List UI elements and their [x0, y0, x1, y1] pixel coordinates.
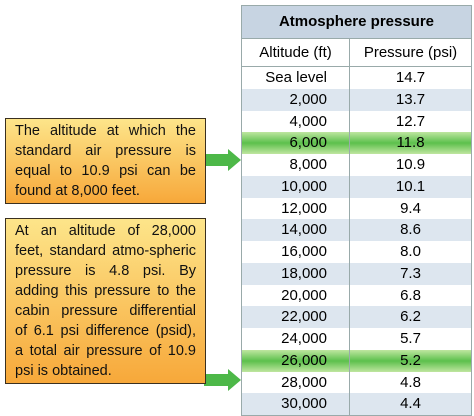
table-cell: 11.8 [396, 134, 425, 152]
table-cell: 8,000 [242, 154, 350, 176]
table-cell: 9.4 [400, 199, 421, 217]
table-cell: 4.8 [400, 373, 421, 391]
table-row: 8,000 10.9 [242, 154, 471, 176]
table-row: 14,000 8.6 [242, 219, 471, 241]
table-row: 30,000 4.4 [242, 393, 471, 415]
table-cell: 12.7 [395, 112, 426, 130]
table-cell: 26,000 [242, 349, 350, 372]
table-cell: 10.1 [395, 177, 426, 195]
table-row: 6,000 11.8 [242, 132, 471, 154]
table-cell: 2,000 [242, 88, 350, 111]
table-cell: 28,000 [242, 371, 350, 394]
table-cell: 24,000 [242, 328, 350, 350]
table-row: 12,000 9.4 [242, 197, 471, 220]
note: The altitude at which the standard air p… [5, 118, 206, 204]
table-cell: 30,000 [242, 393, 350, 415]
table: Atmosphere pressure Altitude (ft) Pressu… [241, 5, 472, 416]
table-row: 10,000 10.1 [242, 175, 471, 198]
arrow [204, 369, 241, 391]
table-cell: 10,000 [242, 175, 350, 198]
table-cell: 18,000 [242, 262, 350, 285]
table-cell: 10.9 [395, 156, 426, 173]
table-cell: 13.7 [395, 90, 426, 108]
table-row: 28,000 4.8 [242, 371, 471, 394]
table-cell: 20,000 [242, 284, 350, 307]
table-cell: 8.6 [400, 221, 421, 239]
table-cell: Sea level [242, 67, 350, 89]
table-row: 26,000 5.2 [242, 349, 471, 372]
table-row: 18,000 7.3 [242, 262, 471, 285]
table-row: 4,000 12.7 [242, 110, 471, 133]
table-cell: 4,000 [242, 110, 350, 133]
table-cell: 16,000 [242, 241, 350, 263]
table-row: Sea level 14.7 [242, 67, 471, 89]
table-title: Atmosphere pressure [242, 6, 471, 39]
note: At an altitude of 28,000 feet, standard … [5, 218, 206, 384]
table-cell: 6,000 [242, 132, 350, 154]
table-row: 22,000 6.2 [242, 306, 471, 328]
table-cell: 5.2 [400, 351, 421, 369]
arrow [204, 149, 241, 171]
table-cell: 4.4 [400, 395, 421, 413]
table-row: 20,000 6.8 [242, 284, 471, 307]
table-cell: 8.0 [400, 243, 421, 260]
table-cell: 14,000 [242, 219, 350, 241]
table-cell: 6.8 [400, 286, 421, 304]
table-cell: 7.3 [400, 264, 421, 282]
header-row: Altitude (ft) Pressure (psi) [242, 39, 471, 67]
table-cell: 12,000 [242, 197, 350, 220]
table-cell: 6.2 [400, 308, 421, 326]
table-row: 16,000 8.0 [242, 241, 471, 263]
table-cell: 5.7 [400, 330, 421, 347]
column-header: Pressure (psi) [363, 44, 458, 61]
column-header: Altitude (ft) [242, 39, 350, 66]
table-row: 2,000 13.7 [242, 88, 471, 111]
table-cell: 14.7 [395, 69, 426, 86]
table-row: 24,000 5.7 [242, 328, 471, 350]
table-cell: 22,000 [242, 306, 350, 328]
